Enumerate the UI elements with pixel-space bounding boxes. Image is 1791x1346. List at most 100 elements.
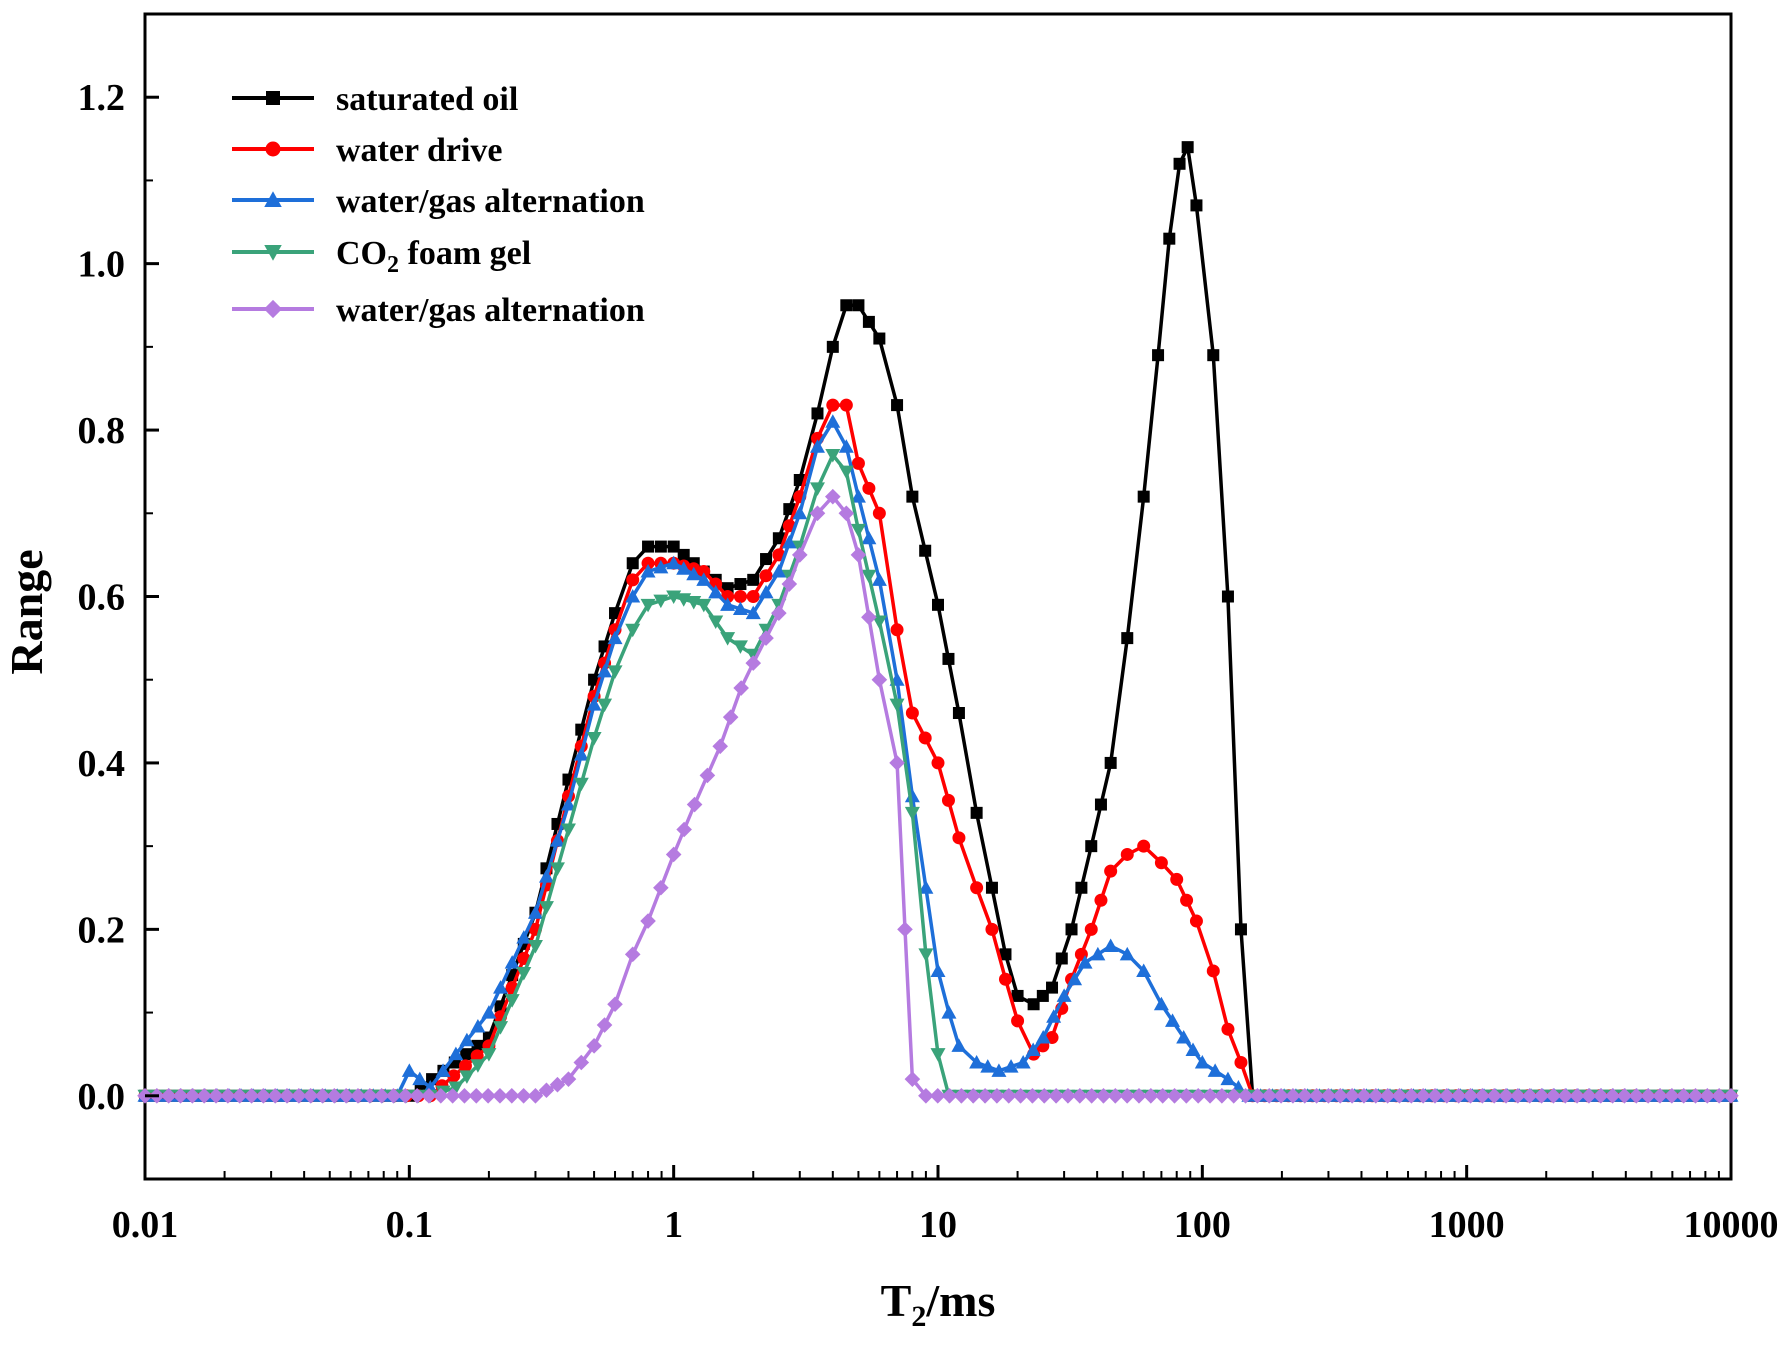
data-point	[1084, 922, 1098, 936]
data-point	[826, 340, 839, 353]
data-point	[985, 922, 999, 936]
x-axis-title-subscript: 2	[911, 1300, 926, 1333]
data-point	[506, 969, 519, 982]
data-point	[1234, 1056, 1248, 1069]
legend-item: water/gas alternation	[232, 292, 645, 329]
data-point	[1189, 914, 1203, 928]
legend-label-main: CO	[336, 235, 387, 272]
data-point	[493, 1021, 509, 1035]
data-point	[696, 598, 712, 613]
data-point	[686, 566, 702, 581]
data-point	[732, 601, 748, 615]
legend-label-main: water/gas alternation	[336, 183, 645, 220]
data-point	[838, 439, 854, 453]
data-point	[1104, 756, 1117, 769]
data-point	[448, 1081, 464, 1095]
data-point	[1237, 1087, 1254, 1104]
legend-label: CO2 foam gel	[336, 235, 531, 278]
data-point	[904, 806, 920, 821]
data-point	[918, 731, 932, 745]
data-point	[1025, 1042, 1041, 1057]
data-point	[515, 1087, 532, 1104]
data-point	[1368, 1087, 1384, 1104]
data-point	[952, 831, 966, 845]
data-point	[676, 821, 692, 838]
data-point	[1687, 1087, 1704, 1104]
data-point	[999, 948, 1012, 961]
x-axis-title: T2/ms	[881, 1275, 996, 1333]
data-point	[665, 846, 682, 863]
data-point	[1320, 1087, 1337, 1104]
data-point	[1090, 946, 1106, 961]
data-point	[897, 921, 913, 938]
data-point	[1120, 847, 1134, 861]
data-point	[1640, 1087, 1656, 1104]
data-point	[1121, 632, 1134, 645]
data-point	[267, 1087, 283, 1104]
data-point	[1616, 1087, 1633, 1104]
legend-item: water/gas alternation	[232, 183, 645, 220]
data-point	[1065, 923, 1078, 936]
data-point	[1273, 1087, 1289, 1104]
data-point	[492, 1087, 508, 1104]
data-point	[989, 1087, 1005, 1104]
data-point	[1166, 1087, 1183, 1104]
data-point	[666, 555, 682, 570]
legend: saturated oil water drive water/gas altern…	[232, 81, 645, 329]
data-point	[918, 948, 934, 962]
data-point	[607, 665, 623, 679]
data-point	[1143, 1087, 1159, 1104]
data-point	[624, 946, 641, 963]
data-point	[1075, 881, 1088, 894]
data-point	[1046, 1009, 1062, 1023]
data-point	[1675, 1087, 1692, 1104]
data-point	[1521, 1087, 1538, 1104]
data-point	[1221, 1022, 1235, 1036]
data-point	[653, 879, 669, 896]
data-point	[1000, 1087, 1017, 1104]
data-point	[861, 569, 877, 584]
series-layer	[137, 141, 1739, 1104]
x-axis-title-unit: /ms	[925, 1275, 995, 1326]
data-point	[338, 1087, 354, 1104]
data-point	[891, 399, 904, 412]
data-point	[998, 972, 1012, 986]
data-point	[862, 315, 875, 328]
data-point	[677, 548, 690, 561]
data-point	[549, 1076, 566, 1093]
data-point	[1060, 1087, 1076, 1104]
data-point	[1249, 1087, 1266, 1104]
data-point	[1011, 989, 1024, 1002]
data-point	[447, 1069, 461, 1083]
data-point	[456, 1087, 473, 1104]
data-point	[1085, 840, 1098, 853]
data-point	[1207, 1063, 1223, 1077]
data-point	[626, 557, 639, 570]
data-point	[1163, 232, 1176, 245]
data-point	[970, 881, 984, 895]
data-point	[279, 1087, 295, 1104]
data-point	[481, 1048, 497, 1062]
data-point	[1165, 1013, 1181, 1027]
data-point	[941, 1005, 957, 1019]
data-point	[1104, 864, 1118, 878]
data-point	[1178, 1087, 1195, 1104]
data-point	[991, 1063, 1007, 1077]
data-point	[733, 590, 747, 603]
data-point	[586, 697, 602, 711]
data-point	[385, 1087, 402, 1104]
data-point	[889, 755, 905, 771]
data-point	[696, 572, 712, 586]
data-point	[919, 544, 932, 557]
data-point	[708, 615, 724, 629]
data-point	[838, 505, 855, 522]
data-point	[732, 640, 748, 654]
data-point	[607, 996, 623, 1013]
data-point	[362, 1087, 378, 1104]
data-point	[640, 564, 656, 578]
legend-label: water drive	[336, 132, 502, 169]
data-point	[951, 1038, 967, 1052]
x-tick-label: 0.1	[386, 1204, 434, 1246]
data-point	[460, 1048, 473, 1061]
data-point	[625, 589, 641, 603]
